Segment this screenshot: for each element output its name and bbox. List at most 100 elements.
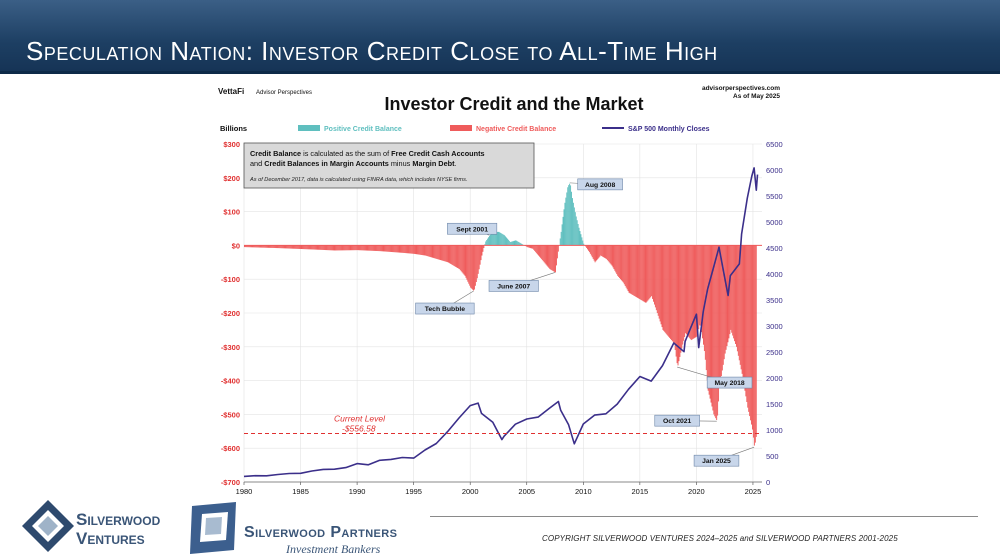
negative-credit-bar bbox=[621, 245, 623, 282]
negative-credit-bar bbox=[411, 245, 413, 254]
negative-credit-bar bbox=[414, 245, 416, 254]
silverwood-partners-mark-icon bbox=[190, 502, 236, 554]
negative-credit-bar bbox=[604, 245, 605, 258]
negative-credit-bar bbox=[397, 245, 399, 253]
negative-credit-bar bbox=[328, 245, 330, 251]
positive-credit-bar bbox=[502, 234, 504, 246]
annotation-label: Sept 2001 bbox=[456, 226, 488, 233]
negative-credit-bar bbox=[353, 245, 355, 251]
positive-credit-bar bbox=[570, 185, 572, 246]
positive-credit-bar bbox=[582, 240, 584, 246]
negative-credit-bar bbox=[681, 245, 683, 349]
negative-credit-bar bbox=[391, 245, 392, 252]
negative-credit-bar bbox=[625, 245, 627, 288]
negative-credit-bar bbox=[658, 245, 660, 319]
negative-credit-bar bbox=[586, 245, 588, 248]
negative-credit-bar bbox=[670, 245, 671, 339]
negative-credit-bar bbox=[627, 245, 629, 292]
negative-credit-bar bbox=[742, 245, 744, 380]
positive-credit-bar bbox=[581, 237, 583, 246]
positive-credit-bar bbox=[484, 244, 486, 246]
positive-credit-bar bbox=[514, 240, 516, 246]
negative-credit-bar bbox=[369, 245, 371, 251]
negative-credit-bar bbox=[335, 245, 337, 251]
note-text-2c: minus bbox=[389, 159, 413, 168]
negative-credit-bar bbox=[300, 245, 302, 250]
negative-credit-bar bbox=[395, 245, 397, 253]
positive-credit-bar bbox=[522, 244, 523, 246]
negative-credit-bar bbox=[481, 245, 483, 256]
negative-credit-bar bbox=[424, 245, 425, 256]
negative-credit-bar bbox=[252, 245, 254, 248]
current-level-value: -$556.58 bbox=[342, 424, 376, 434]
positive-credit-bar bbox=[566, 192, 568, 246]
positive-credit-bar bbox=[518, 242, 520, 246]
positive-credit-bar bbox=[505, 236, 507, 246]
negative-credit-bar bbox=[431, 245, 433, 258]
positive-credit-bar bbox=[500, 233, 502, 246]
negative-credit-bar bbox=[614, 245, 616, 271]
negative-credit-bar bbox=[590, 245, 592, 256]
negative-credit-bar bbox=[403, 245, 405, 253]
negative-credit-bar bbox=[678, 245, 680, 362]
negative-credit-bar bbox=[469, 245, 471, 286]
negative-credit-bar bbox=[355, 245, 357, 251]
annotation-box bbox=[706, 376, 753, 389]
negative-credit-bar bbox=[338, 245, 340, 251]
negative-credit-bar bbox=[613, 245, 615, 270]
negative-credit-bar bbox=[690, 245, 692, 341]
negative-credit-bar bbox=[470, 245, 472, 288]
negative-credit-bar bbox=[358, 245, 360, 251]
negative-credit-bar bbox=[340, 245, 342, 251]
negative-credit-bar bbox=[268, 245, 270, 248]
y-right-tick-label: 2000 bbox=[766, 374, 783, 383]
negative-credit-bar bbox=[703, 245, 704, 345]
negative-credit-bar bbox=[628, 245, 630, 293]
negative-credit-bar bbox=[611, 245, 613, 266]
y-right-tick-label: 0 bbox=[766, 478, 770, 487]
negative-credit-bar bbox=[741, 245, 743, 374]
negative-credit-bar bbox=[427, 245, 429, 257]
negative-credit-bar bbox=[726, 245, 728, 347]
negative-credit-bar bbox=[297, 245, 299, 249]
y-right-tick-label: 5500 bbox=[766, 192, 783, 201]
negative-credit-bar bbox=[361, 245, 363, 251]
negative-credit-bar bbox=[729, 245, 731, 335]
negative-credit-bar bbox=[259, 245, 261, 248]
negative-credit-bar bbox=[606, 245, 608, 261]
negative-credit-bar bbox=[331, 245, 333, 251]
negative-credit-bar bbox=[707, 245, 709, 391]
negative-credit-bar bbox=[356, 245, 358, 251]
positive-credit-bar bbox=[573, 207, 575, 246]
x-tick-label: 1995 bbox=[405, 487, 422, 496]
negative-credit-bar bbox=[398, 245, 400, 253]
negative-credit-bar bbox=[339, 245, 341, 251]
positive-credit-bar bbox=[496, 231, 498, 246]
negative-credit-bar bbox=[610, 245, 612, 265]
negative-credit-bar bbox=[410, 245, 412, 254]
y-left-tick-label: -$700 bbox=[221, 478, 240, 487]
negative-credit-bar bbox=[670, 245, 672, 341]
negative-credit-bar bbox=[640, 245, 642, 301]
positive-credit-bar bbox=[576, 220, 578, 246]
positive-credit-bar bbox=[493, 231, 495, 246]
negative-credit-bar bbox=[551, 245, 553, 271]
negative-credit-bar bbox=[459, 245, 461, 271]
negative-credit-bar bbox=[358, 245, 359, 251]
negative-credit-bar bbox=[525, 245, 527, 247]
negative-credit-bar bbox=[445, 245, 447, 262]
negative-credit-bar bbox=[687, 245, 689, 337]
negative-credit-bar bbox=[751, 245, 753, 425]
negative-credit-bar bbox=[421, 245, 423, 255]
negative-credit-bar bbox=[542, 245, 544, 262]
negative-credit-bar bbox=[615, 245, 617, 273]
positive-credit-bar bbox=[503, 234, 505, 246]
negative-credit-bar bbox=[317, 245, 319, 250]
negative-credit-bar bbox=[555, 245, 557, 266]
negative-credit-bar bbox=[473, 245, 475, 290]
negative-credit-bar bbox=[642, 245, 644, 302]
negative-credit-bar bbox=[723, 245, 725, 360]
negative-credit-bar bbox=[474, 245, 476, 286]
positive-credit-bar bbox=[510, 241, 512, 246]
negative-credit-bar bbox=[543, 245, 545, 263]
